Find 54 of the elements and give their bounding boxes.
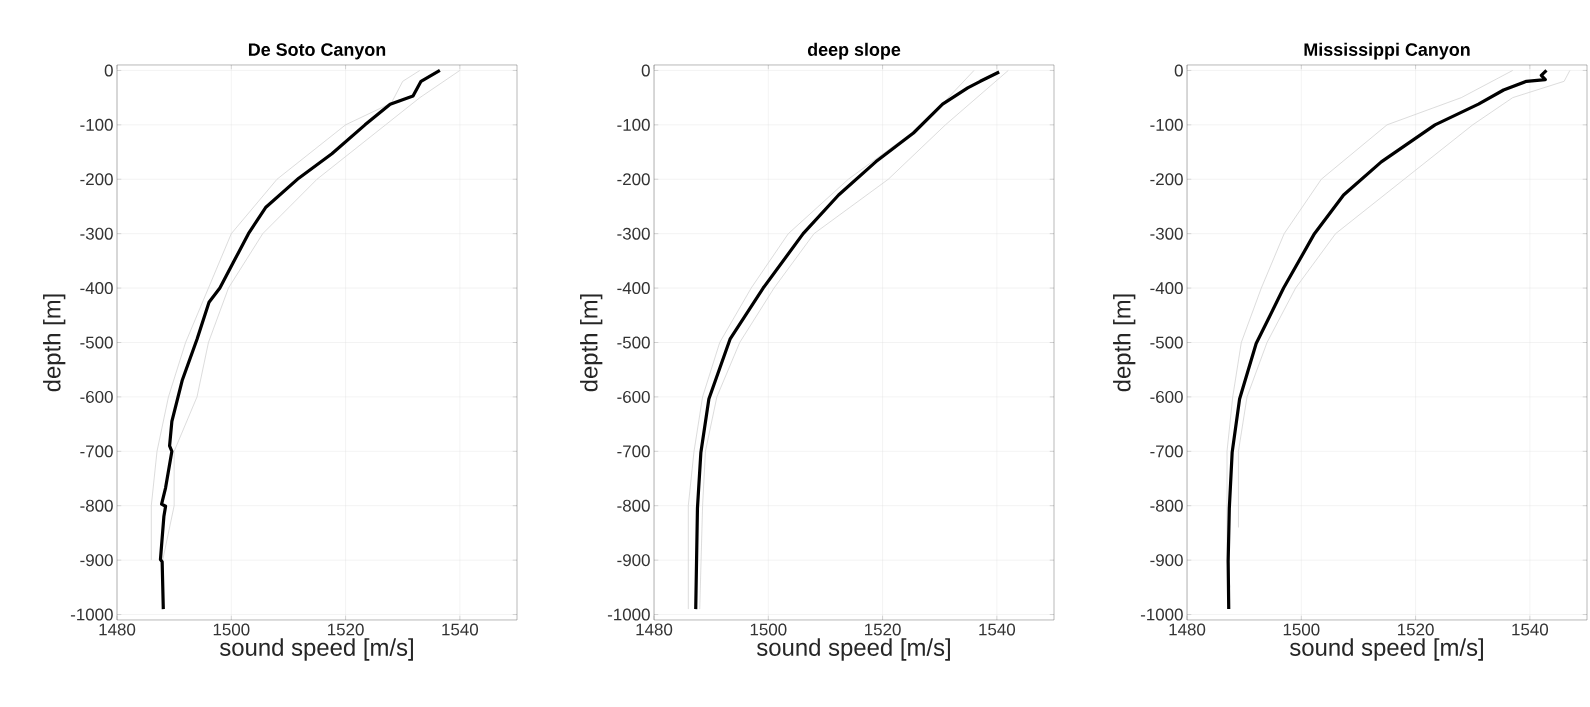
y-axis-title: depth [m]	[43, 294, 66, 392]
y-tick-label: -500	[617, 336, 650, 349]
y-tick-label: -700	[617, 445, 650, 458]
y-tick-label: -600	[80, 390, 113, 403]
y-tick-label: -200	[617, 173, 650, 186]
y-tick-label: -300	[617, 227, 650, 240]
y-tick-label: -600	[1150, 390, 1183, 403]
x-tick-label: 1520	[865, 623, 901, 636]
x-tick-label: 1500	[750, 623, 787, 636]
y-tick-label: -400	[1150, 282, 1183, 295]
x-tick-label: 1540	[979, 623, 1016, 636]
y-tick-label: 0	[104, 64, 113, 77]
x-axis-title: sound speed [m/s]	[219, 638, 413, 661]
chart-title: Mississippi Canyon	[1304, 42, 1470, 60]
y-tick-label: -800	[1150, 499, 1183, 512]
y-tick-label: -900	[80, 554, 113, 567]
y-tick-label: -1000	[1140, 608, 1183, 621]
y-tick-label: -700	[80, 445, 113, 458]
y-tick-label: -200	[80, 173, 113, 186]
chart-title: deep slope	[807, 42, 901, 60]
x-tick-label: 1480	[636, 623, 673, 636]
y-axis-title: depth [m]	[580, 294, 603, 392]
x-tick-label: 1500	[1283, 623, 1320, 636]
y-tick-label: -500	[80, 336, 113, 349]
y-tick-label: -600	[617, 390, 650, 403]
y-axis-title: depth [m]	[1113, 294, 1136, 392]
x-tick-label: 1500	[213, 623, 250, 636]
y-tick-label: -800	[617, 499, 650, 512]
x-tick-label: 1540	[442, 623, 479, 636]
y-tick-label: -400	[80, 282, 113, 295]
y-tick-label: -200	[1150, 173, 1183, 186]
y-tick-label: 0	[1174, 64, 1183, 77]
y-tick-label: -1000	[70, 608, 113, 621]
y-tick-label: 0	[641, 64, 650, 77]
y-tick-label: -800	[80, 499, 113, 512]
y-tick-label: -700	[1150, 445, 1183, 458]
x-tick-label: 1540	[1512, 623, 1549, 636]
y-tick-label: -1000	[607, 608, 650, 621]
y-tick-label: -300	[1150, 227, 1183, 240]
y-tick-label: -500	[1150, 336, 1183, 349]
y-tick-label: -300	[80, 227, 113, 240]
x-tick-label: 1520	[1398, 623, 1434, 636]
y-tick-label: -100	[1150, 118, 1183, 131]
y-tick-label: -900	[617, 554, 650, 567]
y-tick-label: -100	[617, 118, 650, 131]
x-tick-label: 1520	[328, 623, 364, 636]
x-tick-label: 1480	[99, 623, 136, 636]
x-tick-label: 1480	[1169, 623, 1206, 636]
x-axis-title: sound speed [m/s]	[1290, 638, 1483, 661]
y-tick-label: -900	[1150, 554, 1183, 567]
y-tick-label: -100	[80, 118, 113, 131]
y-tick-label: -400	[617, 282, 650, 295]
x-axis-title: sound speed [m/s]	[757, 638, 950, 661]
chart-title: De Soto Canyon	[248, 43, 386, 60]
